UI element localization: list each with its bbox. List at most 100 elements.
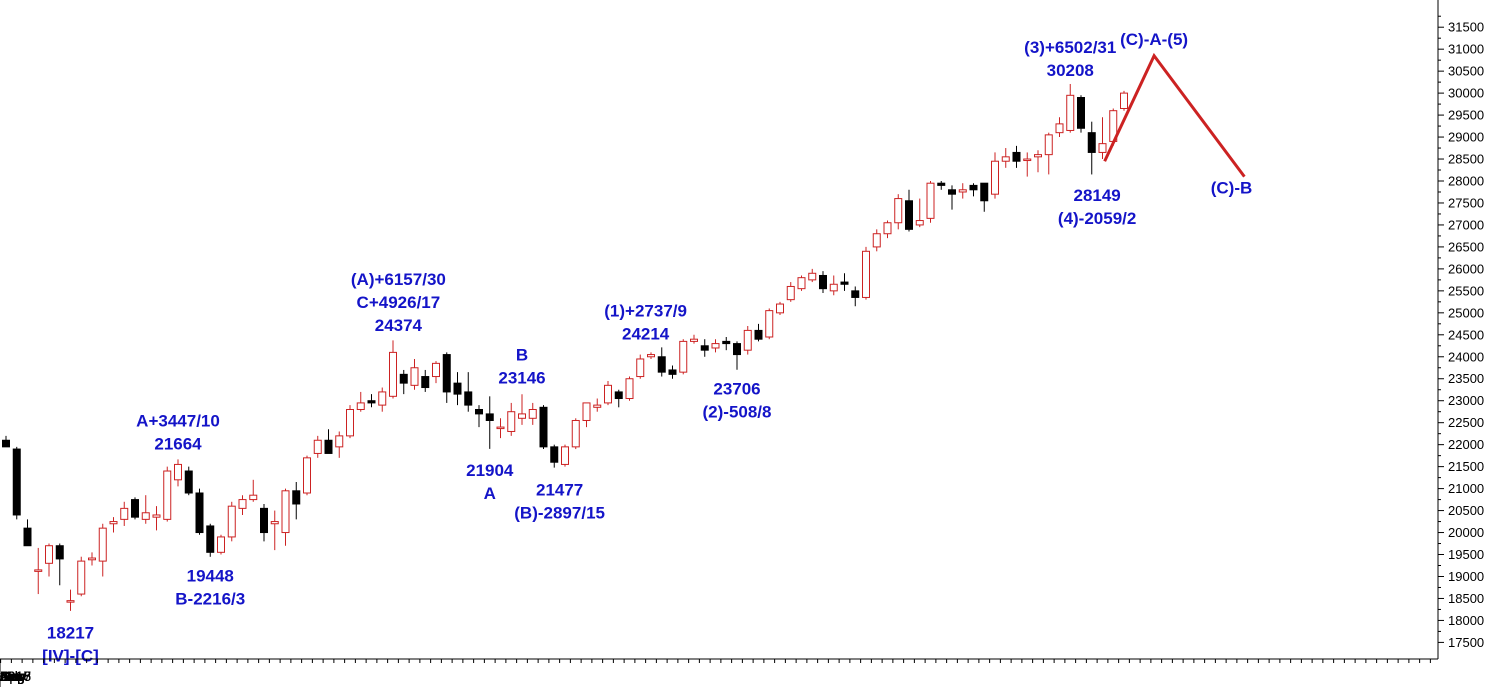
candle	[34, 547, 43, 595]
candle-body	[1012, 151, 1021, 162]
price-tick-label: 22000	[1448, 437, 1484, 452]
candle	[948, 185, 956, 210]
candle	[227, 501, 236, 542]
month-label: Mar	[0, 668, 24, 684]
candle-body	[77, 560, 86, 595]
candle-body	[528, 409, 537, 419]
candle-body	[1077, 97, 1085, 129]
wave-annotation-line: 23706	[713, 380, 760, 399]
wave-annotation-line: (C)-A-(5)	[1120, 30, 1188, 49]
candle	[292, 482, 301, 520]
candle	[980, 182, 989, 212]
candle-body	[862, 250, 870, 298]
wave-annotation-line: (A)+6157/30	[351, 270, 446, 289]
candle-body	[539, 406, 548, 448]
candle-body	[217, 536, 225, 553]
candle-body	[1001, 156, 1010, 162]
price-tick-label: 30000	[1448, 86, 1484, 101]
month-label: Nov	[0, 668, 25, 684]
candle-body	[518, 413, 526, 419]
month-label: Sep	[0, 668, 25, 684]
candle	[1098, 117, 1107, 160]
candle-body	[894, 198, 903, 224]
candle	[636, 354, 645, 379]
candle-body	[754, 329, 763, 340]
candle	[894, 194, 903, 230]
candle	[507, 402, 516, 436]
wave-annotation-line: B	[516, 346, 528, 365]
candle-body	[1120, 92, 1128, 109]
candle-body	[657, 356, 666, 373]
candle-body	[1023, 158, 1032, 162]
candle	[733, 341, 741, 370]
candle	[829, 275, 838, 296]
candle-body	[378, 391, 387, 406]
candle-body	[829, 283, 838, 292]
candle-body	[625, 378, 634, 400]
candle	[335, 431, 344, 458]
wave-annotation: (3)+6502/31 30208	[1024, 38, 1116, 80]
candle-body	[389, 351, 397, 397]
wave-annotation-line: [IV]-[C]	[42, 646, 99, 665]
candle	[346, 405, 354, 439]
candle	[711, 339, 720, 353]
candle-body	[883, 222, 892, 235]
candle	[1087, 121, 1096, 175]
candle-body	[1066, 94, 1075, 131]
month-label: Dec	[0, 668, 25, 684]
candle-body	[1034, 154, 1042, 158]
candle	[690, 334, 698, 344]
candle-body	[507, 411, 516, 432]
candle	[410, 358, 419, 390]
candle-body	[819, 274, 827, 290]
candle-body	[765, 310, 774, 338]
candle-body	[1087, 132, 1096, 153]
candle-body	[270, 521, 279, 525]
month-label: 2018	[0, 668, 31, 684]
candle-body	[1098, 143, 1107, 153]
candle	[238, 495, 247, 515]
candle	[453, 372, 462, 406]
candle	[270, 510, 279, 551]
price-tick-label: 17500	[1448, 635, 1484, 650]
annotations-layer: 18217 [IV]-[C] A+3447/10 21664 19448 B-2216/3…	[42, 30, 1252, 665]
candle-body	[281, 490, 290, 534]
wave-annotation-line: (2)-508/8	[703, 403, 772, 422]
wave-annotation-line: 24214	[622, 325, 670, 344]
candle	[786, 282, 795, 302]
wave-annotation-line: 28149	[1073, 186, 1120, 205]
month-label: May	[0, 668, 26, 684]
candle	[700, 339, 709, 357]
candle-body	[260, 507, 268, 534]
candle-body	[313, 439, 322, 454]
candle-body	[550, 446, 559, 463]
month-label: Sep	[0, 668, 25, 684]
candle	[1066, 83, 1075, 133]
projection-line	[1103, 52, 1246, 178]
candle-body	[152, 514, 161, 518]
candle-body	[571, 419, 580, 448]
candle-body	[432, 362, 440, 378]
candle-body	[948, 189, 956, 195]
candle	[141, 495, 150, 524]
candle-body	[808, 272, 817, 281]
candle-body	[851, 290, 860, 298]
wave-annotation: (C)-B	[1211, 179, 1253, 198]
candle-body	[743, 329, 752, 351]
candle	[152, 506, 161, 531]
candle-body	[636, 358, 645, 378]
candle-body	[66, 600, 75, 603]
candle	[109, 517, 118, 533]
wave-annotation-line: 19448	[187, 566, 234, 585]
candle-body	[174, 463, 182, 481]
candle-body	[786, 285, 795, 301]
candle	[754, 323, 763, 342]
candle-body	[496, 426, 505, 430]
month-label: Apr	[0, 668, 22, 684]
candle	[217, 534, 225, 555]
wave-annotation: (C)-A-(5)	[1120, 30, 1188, 49]
candle-body	[399, 373, 408, 384]
wave-annotation-line: 18217	[47, 623, 94, 642]
candle-body	[485, 413, 494, 421]
